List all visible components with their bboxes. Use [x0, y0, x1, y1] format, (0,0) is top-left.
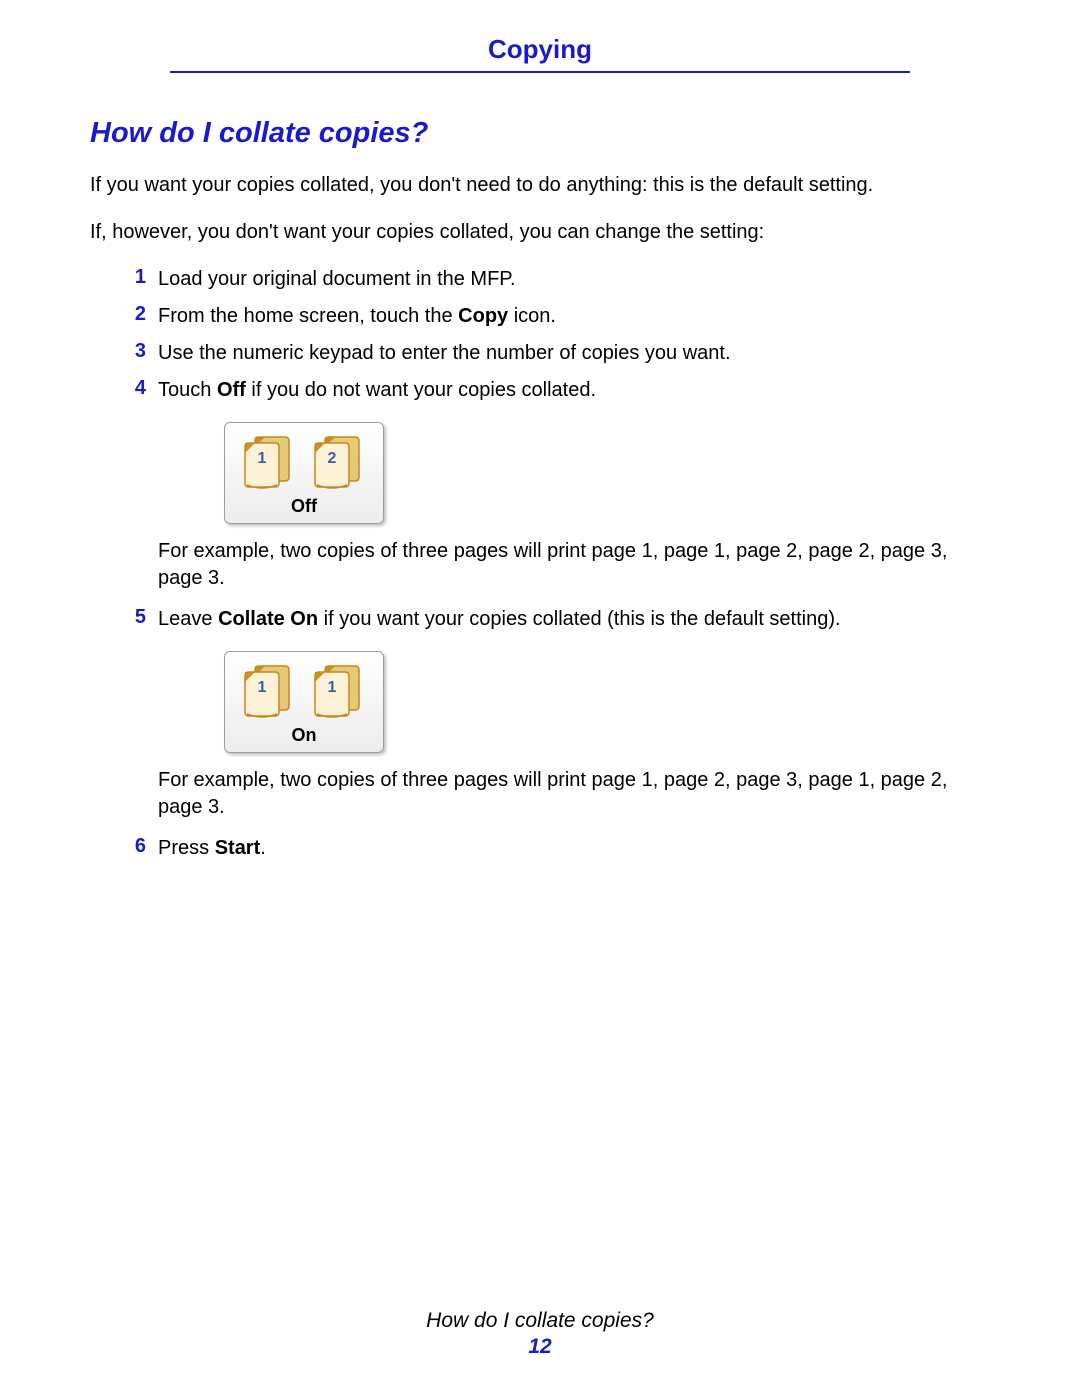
button-label: Off — [239, 496, 369, 517]
step-4-example: For example, two copies of three pages w… — [158, 538, 990, 592]
page-header: Copying — [90, 34, 990, 73]
step-text-pre: Leave — [158, 608, 218, 630]
step-text: Press Start. — [158, 835, 990, 862]
step-3: 3 Use the numeric keypad to enter the nu… — [120, 340, 990, 367]
step-text-pre: From the home screen, touch the — [158, 305, 458, 327]
step-number: 6 — [120, 835, 158, 858]
step-text: Leave Collate On if you want your copies… — [158, 606, 990, 633]
step-6: 6 Press Start. — [120, 835, 990, 862]
svg-text:1: 1 — [328, 679, 337, 696]
step-number: 4 — [120, 377, 158, 400]
step-number: 3 — [120, 340, 158, 363]
step-number: 2 — [120, 303, 158, 326]
intro-2: If, however, you don't want your copies … — [90, 219, 990, 246]
section-title: How do I collate copies? — [90, 117, 990, 150]
svg-text:2: 2 — [328, 450, 337, 467]
collate-on-icon-group: 21 21 — [239, 662, 369, 723]
step-number: 1 — [120, 266, 158, 289]
pages-icon: 21 — [239, 662, 299, 723]
intro-1: If you want your copies collated, you do… — [90, 172, 990, 199]
step-text-post: if you want your copies collated (this i… — [318, 608, 841, 630]
pages-icon: 21 — [309, 662, 369, 723]
pages-icon: 22 — [309, 433, 369, 494]
header-rule — [170, 71, 910, 73]
footer-page-number: 12 — [0, 1335, 1080, 1359]
svg-text:1: 1 — [258, 450, 267, 467]
step-1: 1 Load your original document in the MFP… — [120, 266, 990, 293]
step-text-bold: Start — [215, 837, 261, 859]
step-text-pre: Press — [158, 837, 215, 859]
step-5: 5 Leave Collate On if you want your copi… — [120, 606, 990, 633]
step-text: Touch Off if you do not want your copies… — [158, 377, 990, 404]
collate-off-icon-group: 11 22 — [239, 433, 369, 494]
step-text: Load your original document in the MFP. — [158, 266, 990, 293]
svg-text:1: 1 — [258, 679, 267, 696]
header-title: Copying — [90, 34, 990, 65]
steps-list: 1 Load your original document in the MFP… — [120, 266, 990, 862]
step-text-pre: Touch — [158, 379, 217, 401]
step-text-bold: Copy — [458, 305, 508, 327]
page-footer: How do I collate copies? 12 — [0, 1309, 1080, 1359]
button-label: On — [239, 725, 369, 746]
step-text-post: icon. — [508, 305, 556, 327]
collate-off-button[interactable]: 11 22 Off — [224, 422, 384, 524]
step-text-bold: Collate On — [218, 608, 318, 630]
pages-icon: 11 — [239, 433, 299, 494]
footer-title: How do I collate copies? — [0, 1309, 1080, 1333]
step-5-example: For example, two copies of three pages w… — [158, 767, 990, 821]
step-2: 2 From the home screen, touch the Copy i… — [120, 303, 990, 330]
step-text-post: . — [260, 837, 266, 859]
step-4: 4 Touch Off if you do not want your copi… — [120, 377, 990, 404]
collate-on-button[interactable]: 21 21 On — [224, 651, 384, 753]
step-text: From the home screen, touch the Copy ico… — [158, 303, 990, 330]
step-text-bold: Off — [217, 379, 246, 401]
step-text-post: if you do not want your copies collated. — [246, 379, 596, 401]
step-text: Use the numeric keypad to enter the numb… — [158, 340, 990, 367]
step-number: 5 — [120, 606, 158, 629]
